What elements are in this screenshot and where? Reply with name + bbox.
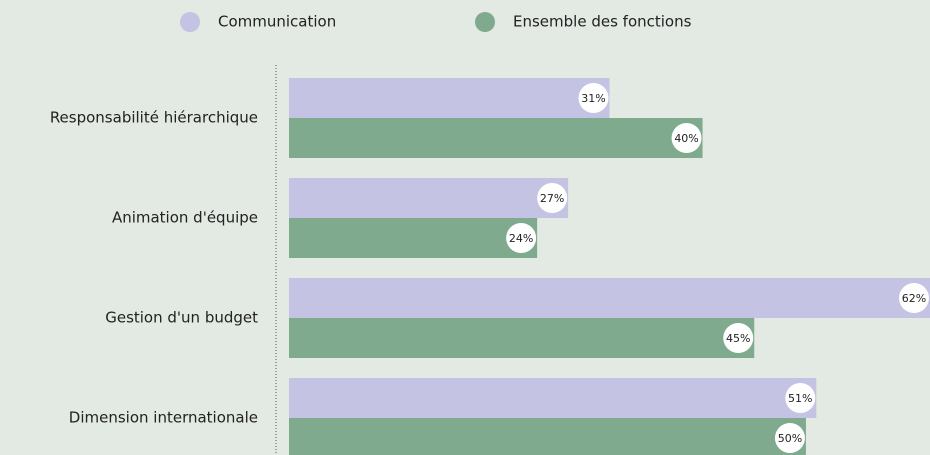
value-label: 51% [788, 392, 812, 405]
value-label: 27% [540, 192, 564, 205]
value-badge [537, 183, 568, 213]
value-label: 62% [902, 292, 926, 305]
category-label: Animation d'équipe [112, 209, 258, 227]
value-label: 45% [726, 332, 750, 345]
bar [289, 178, 569, 218]
bar [289, 418, 806, 455]
bar [289, 118, 703, 158]
value-badge [506, 223, 537, 253]
value-badge [723, 323, 754, 353]
bar [289, 278, 930, 318]
legend-marker [180, 12, 200, 32]
legend-label: Communication [218, 13, 336, 31]
value-badge [785, 383, 816, 413]
value-label: 40% [674, 132, 698, 145]
value-label: 31% [581, 92, 605, 105]
value-label: 50% [778, 432, 802, 445]
bar [289, 378, 817, 418]
value-label: 24% [509, 232, 533, 245]
bar [289, 318, 755, 358]
category-label: Gestion d'un budget [105, 309, 258, 327]
value-badge [899, 283, 929, 313]
legend-marker [475, 12, 495, 32]
value-badge [774, 423, 805, 453]
legend-label: Ensemble des fonctions [513, 13, 692, 31]
value-badge [578, 83, 609, 113]
category-label: Dimension internationale [69, 409, 258, 427]
bar [289, 78, 610, 118]
category-label: Responsabilité hiérarchique [50, 109, 258, 127]
value-badge [671, 123, 702, 153]
bar [289, 218, 538, 258]
